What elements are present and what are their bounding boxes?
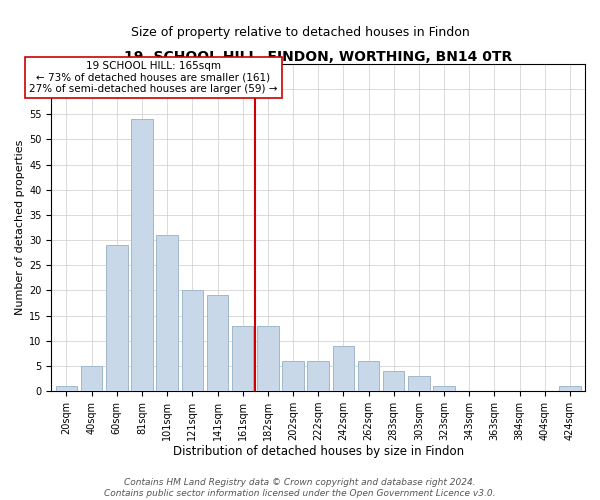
Bar [433, 386, 455, 391]
Y-axis label: Number of detached properties: Number of detached properties [15, 140, 25, 315]
Bar [131, 120, 152, 391]
Text: Contains HM Land Registry data © Crown copyright and database right 2024.
Contai: Contains HM Land Registry data © Crown c… [104, 478, 496, 498]
Bar [408, 376, 430, 391]
Bar [283, 361, 304, 391]
Bar [332, 346, 354, 391]
Bar [257, 326, 278, 391]
Title: 19, SCHOOL HILL, FINDON, WORTHING, BN14 0TR: 19, SCHOOL HILL, FINDON, WORTHING, BN14 … [124, 50, 512, 64]
Bar [56, 386, 77, 391]
Text: 19 SCHOOL HILL: 165sqm
← 73% of detached houses are smaller (161)
27% of semi-de: 19 SCHOOL HILL: 165sqm ← 73% of detached… [29, 60, 278, 94]
Bar [559, 386, 581, 391]
Bar [383, 371, 404, 391]
X-axis label: Distribution of detached houses by size in Findon: Distribution of detached houses by size … [173, 444, 464, 458]
Bar [157, 235, 178, 391]
Bar [106, 245, 128, 391]
Bar [81, 366, 103, 391]
Bar [358, 361, 379, 391]
Text: Size of property relative to detached houses in Findon: Size of property relative to detached ho… [131, 26, 469, 39]
Bar [232, 326, 253, 391]
Bar [307, 361, 329, 391]
Bar [182, 290, 203, 391]
Bar [207, 296, 228, 391]
